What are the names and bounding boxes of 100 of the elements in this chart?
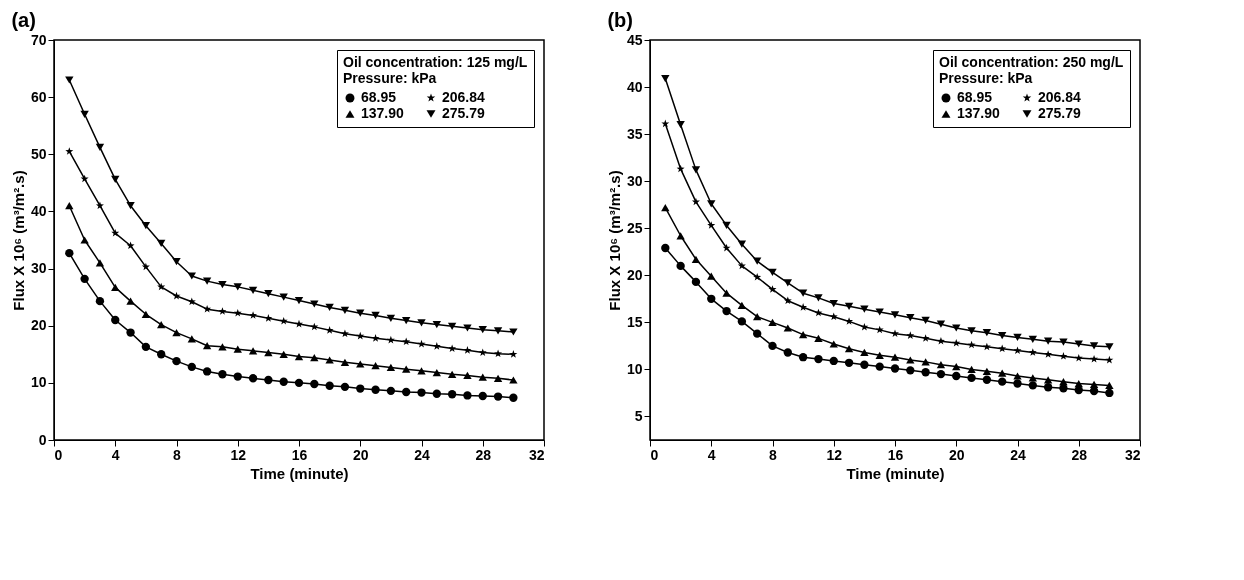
point [952, 324, 961, 332]
point [921, 316, 930, 325]
point [982, 342, 991, 351]
point [509, 376, 518, 384]
point [722, 221, 731, 230]
point [95, 201, 104, 210]
point [95, 143, 105, 152]
y-tick-label: 35 [626, 125, 643, 142]
point [891, 329, 899, 338]
point [126, 297, 135, 305]
point [676, 232, 685, 240]
point [279, 316, 288, 325]
point [1105, 388, 1114, 398]
chart-title: (b) [607, 9, 633, 31]
x-tick-label: 12 [826, 446, 843, 463]
point [264, 348, 273, 357]
x-tick-label: 28 [1071, 446, 1088, 463]
point [798, 353, 808, 362]
point [1028, 335, 1037, 343]
point [906, 331, 915, 339]
point [432, 320, 441, 329]
point [478, 326, 487, 334]
point [1105, 381, 1114, 390]
point [936, 369, 946, 379]
point [1089, 380, 1099, 389]
point [279, 350, 288, 358]
x-axis-title: Time (minute) [250, 464, 349, 482]
point [172, 328, 181, 337]
point [402, 387, 411, 397]
legend-label: 68.95 [957, 89, 993, 105]
point [1074, 379, 1083, 388]
point [783, 296, 792, 305]
point [202, 342, 212, 350]
legend-label: 137.90 [361, 105, 405, 121]
point [814, 354, 823, 364]
point [798, 330, 808, 339]
point [768, 341, 777, 351]
y-tick-label: 20 [30, 317, 47, 334]
point [111, 283, 120, 292]
legend-label: 137.90 [957, 105, 1001, 121]
point [172, 258, 181, 266]
y-tick-label: 45 [626, 31, 643, 48]
point [447, 390, 457, 399]
point [906, 366, 915, 375]
point [157, 350, 166, 359]
point [447, 322, 457, 330]
point [294, 352, 304, 361]
point [80, 274, 89, 284]
point [814, 294, 823, 302]
point [829, 312, 838, 321]
point [691, 166, 701, 174]
point [1028, 348, 1037, 356]
point [1013, 379, 1022, 388]
point [493, 374, 503, 382]
point [890, 353, 900, 361]
point [233, 283, 242, 291]
point [1059, 352, 1068, 360]
point [906, 356, 915, 364]
y-tick-label: 10 [30, 374, 47, 391]
legend-label: 275.79 [442, 105, 486, 121]
point [157, 320, 166, 329]
point [1105, 355, 1114, 364]
point [1059, 384, 1068, 393]
point [371, 334, 380, 342]
point [783, 279, 792, 287]
point [233, 345, 242, 353]
point [998, 331, 1007, 340]
point [340, 329, 349, 338]
point [982, 329, 992, 337]
point [494, 349, 503, 358]
point [936, 320, 946, 328]
point [844, 358, 854, 367]
point [1013, 346, 1022, 354]
legend-title: Oil concentration: 125 mg/L Pressure: kPa [343, 54, 528, 86]
legend-title: Oil concentration: 250 mg/L Pressure: kPa [939, 54, 1124, 86]
point [707, 294, 716, 303]
point [187, 335, 196, 343]
point [325, 381, 334, 390]
point [691, 255, 701, 263]
y-axis-title: Flux X 10⁶ (m³/m².s) [605, 170, 623, 311]
point [967, 327, 976, 335]
point [998, 369, 1007, 377]
point [875, 362, 884, 371]
point [890, 311, 900, 319]
point [1028, 374, 1037, 382]
point [65, 202, 74, 210]
point [1013, 333, 1022, 342]
point [737, 301, 747, 310]
x-tick-label: 20 [352, 446, 369, 463]
point [126, 241, 135, 250]
point [264, 375, 273, 385]
point [310, 354, 319, 362]
x-tick-label: 0 [650, 446, 659, 463]
point [111, 228, 120, 237]
point [279, 377, 288, 386]
point [860, 305, 869, 313]
y-tick-label: 40 [30, 202, 47, 219]
point [768, 268, 777, 277]
legend-label: 206.84 [1038, 89, 1082, 105]
point [1105, 343, 1114, 351]
